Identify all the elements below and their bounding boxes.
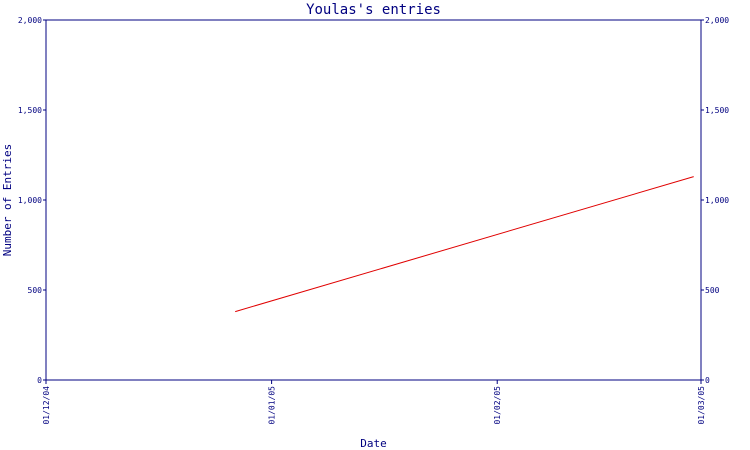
x-axis: 01/12/04 01/01/05 01/02/05 01/03/05 bbox=[42, 380, 706, 425]
y-tick-label-left: 500 bbox=[28, 286, 43, 295]
y-tick-label-right: 0 bbox=[705, 376, 710, 385]
y-tick-label-right: 1,500 bbox=[705, 106, 729, 115]
x-tick-label: 01/12/04 bbox=[42, 386, 51, 425]
chart-title: Youlas's entries bbox=[306, 2, 441, 18]
y-tick-label-left: 2,000 bbox=[18, 16, 42, 25]
x-tick-label: 01/02/05 bbox=[493, 386, 502, 425]
y-tick-label-left: 1,000 bbox=[18, 196, 42, 205]
series-layer bbox=[235, 176, 694, 313]
x-axis-title: Date bbox=[360, 437, 387, 450]
plot-frame bbox=[45, 19, 702, 381]
x-tick-label: 01/01/05 bbox=[268, 386, 277, 425]
y-axis-title: Number of Entries bbox=[1, 144, 14, 257]
y-axis-right: 0 500 1,000 1,500 2,000 bbox=[701, 16, 729, 385]
y-tick-label-left: 1,500 bbox=[18, 106, 42, 115]
y-axis-left: 0 500 1,000 1,500 2,000 bbox=[18, 16, 46, 385]
y-tick-label-right: 1,000 bbox=[705, 196, 729, 205]
y-tick-label-left: 0 bbox=[37, 376, 42, 385]
y-tick-label-right: 2,000 bbox=[705, 16, 729, 25]
y-tick-label-right: 500 bbox=[705, 286, 720, 295]
x-tick-label: 01/03/05 bbox=[697, 386, 706, 425]
series-line bbox=[235, 176, 694, 313]
